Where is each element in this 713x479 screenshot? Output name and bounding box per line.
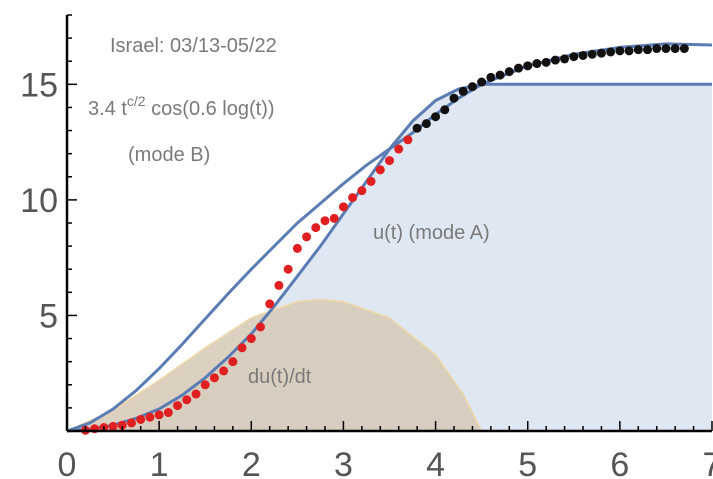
data-point-early [209,373,219,383]
data-point-late [596,48,606,58]
x-tick-label: 6 [610,446,629,479]
mode-b-formula-base: 3.4 t [88,98,127,120]
data-point-late [504,67,514,77]
chart-title: Israel: 03/13-05/22 [110,35,277,57]
y-tick-label: 10 [20,182,58,220]
data-point-late [421,119,431,129]
derivative-area [66,298,483,432]
mode-b-label: (mode B) [128,144,210,166]
data-point-late [679,44,689,54]
fill-layer [66,84,712,432]
data-point-early [292,243,302,253]
data-point-early [191,389,201,399]
mode-b-formula: 3.4 tc/2 cos(0.6 log(t)) [88,93,275,120]
data-point-late [495,70,505,80]
x-tick-label: 3 [334,446,353,479]
data-point-late [532,59,542,69]
data-point-late [486,72,496,82]
data-point-early [136,414,146,424]
data-point-early [283,264,293,274]
data-point-early [154,410,164,420]
x-tick-label: 2 [242,446,261,479]
data-point-early [274,280,284,290]
data-point-early [375,165,385,175]
data-point-early [173,401,183,411]
point-layer [80,44,689,435]
data-point-early [237,343,247,353]
data-point-late [633,45,643,55]
data-point-late [560,54,570,64]
x-tick-label: 4 [426,446,445,479]
data-point-early [403,135,413,145]
x-tick-label: 1 [150,446,169,479]
data-point-late [569,52,579,62]
data-point-early [329,213,339,223]
data-point-late [643,45,652,55]
data-point-early [357,186,367,196]
data-point-early [256,322,265,332]
mode-b-formula-rest: cos(0.6 log(t)) [146,98,275,120]
data-point-early [145,412,155,422]
data-point-early [246,334,256,344]
data-point-late [458,86,468,96]
data-point-early [108,421,118,431]
data-point-late [606,47,616,57]
data-point-late [440,105,450,115]
mode-b-formula-sup: c/2 [127,93,146,109]
data-point-late [624,46,634,56]
data-point-early [366,176,376,186]
data-point-late [670,44,680,54]
mode-a-label: u(t) (mode A) [373,222,490,244]
data-point-early [338,202,348,212]
data-point-late [412,123,422,133]
x-tick-label: 5 [518,446,537,479]
axes: 0 1 2 3 4 5 6 7 5 10 15 [20,14,713,479]
data-point-late [431,112,441,122]
data-point-early [385,156,394,166]
data-point-early [228,357,238,367]
data-point-late [578,50,588,60]
x-tick-label: 7 [703,446,713,479]
data-point-early [348,193,358,203]
data-point-early [320,216,330,226]
data-point-early [302,232,312,242]
data-point-early [219,366,229,376]
data-point-early [311,223,321,233]
y-tick-label: 5 [39,297,58,335]
data-point-early [163,408,173,418]
data-point-early [127,418,136,428]
x-tick-label: 0 [58,446,77,479]
mode-a-area [67,84,712,432]
data-point-late [467,82,477,92]
data-point-late [523,61,533,71]
data-point-late [550,55,560,65]
data-point-late [587,49,597,59]
data-point-late [541,57,551,67]
data-point-early [265,299,275,309]
data-point-early [394,144,404,154]
y-tick-label: 15 [20,66,58,104]
data-point-early [117,420,127,430]
data-point-late [449,93,459,103]
data-point-early [200,380,210,390]
data-point-late [615,46,625,56]
data-point-late [652,44,662,54]
derivative-label: du(t)/dt [248,366,312,388]
data-point-late [477,77,487,87]
data-point-late [661,44,671,54]
data-point-early [182,395,192,405]
data-point-late [514,63,523,73]
